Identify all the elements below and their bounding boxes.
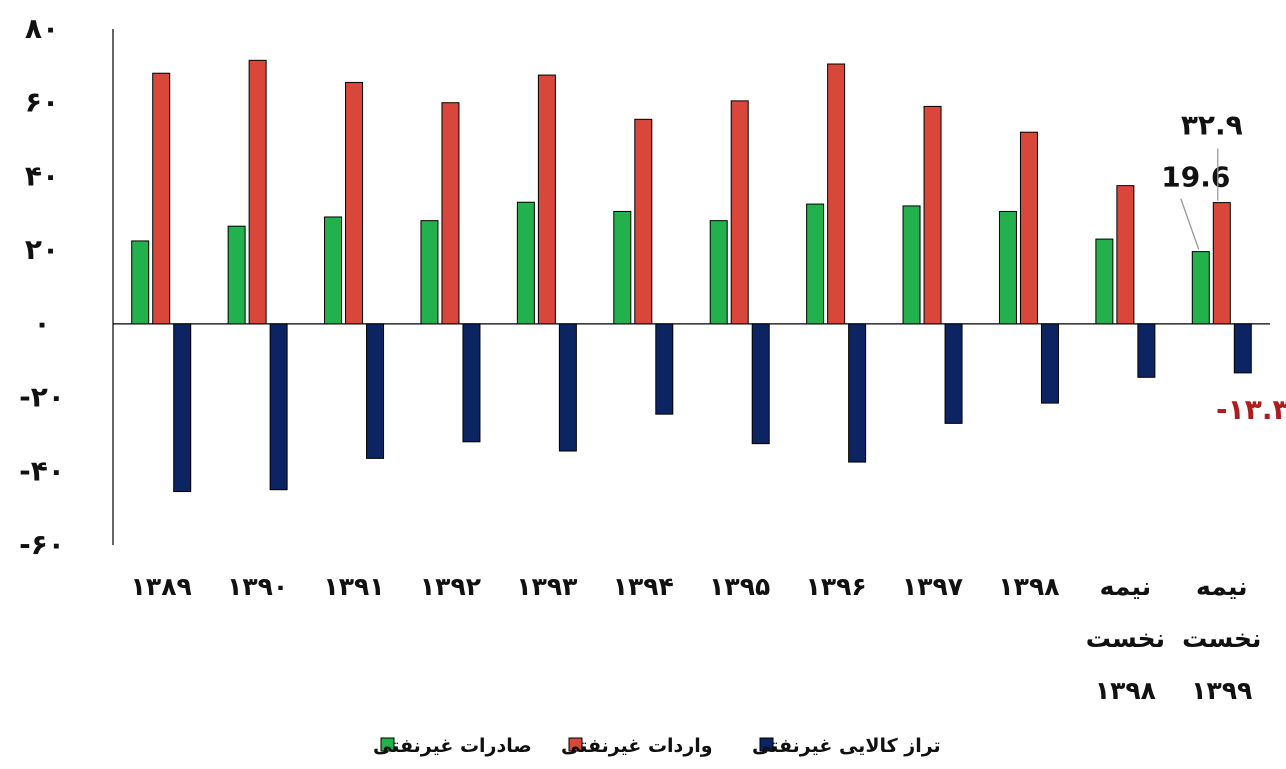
category-label: ۱۳۹۰ — [227, 572, 288, 601]
data-labels: 19.6 ۳۲.۹ -۱۳.۳ — [1161, 109, 1286, 426]
category-label: ۱۳۸۹ — [131, 572, 192, 601]
category-label: ۱۳۹۸ — [998, 572, 1059, 601]
category-label: ۱۳۹۳ — [516, 572, 577, 601]
bar-series-2-cat-0 — [173, 323, 192, 493]
category-label: ۱۳۹۸ — [1095, 676, 1156, 705]
bar-series-0-cat-3 — [420, 220, 439, 325]
bar-series-1-cat-2 — [345, 81, 364, 325]
bar-series-2-cat-1 — [269, 323, 288, 491]
bar-series-0-cat-4 — [516, 201, 535, 325]
bar-series-2-cat-7 — [848, 323, 867, 463]
bar-series-0-cat-11 — [1191, 251, 1210, 325]
bar-series-1-cat-11 — [1212, 202, 1231, 325]
y-tick-label: -۶۰ — [19, 528, 65, 561]
bar-series-1-cat-3 — [441, 102, 460, 325]
bar-series-1-cat-4 — [537, 74, 556, 325]
category-label: نخست — [1182, 624, 1261, 653]
category-label: ۱۳۹۷ — [902, 572, 963, 601]
bar-series-0-cat-6 — [709, 220, 728, 325]
category-label: نیمه — [1100, 572, 1152, 601]
bar-series-2-cat-9 — [1040, 323, 1059, 404]
bar-series-2-cat-10 — [1137, 323, 1156, 378]
bar-series-1-cat-7 — [827, 63, 846, 325]
bar-series-0-cat-7 — [806, 203, 825, 325]
category-label: ۱۳۹۵ — [709, 572, 770, 601]
bar-series-2-cat-3 — [462, 323, 481, 443]
category-label: ۱۳۹۹ — [1191, 676, 1252, 705]
bar-series-0-cat-8 — [902, 205, 921, 325]
y-tick-label: -۲۰ — [19, 381, 65, 414]
category-label: نیمه — [1196, 572, 1248, 601]
bar-series-2-cat-11 — [1233, 323, 1252, 374]
bar-series-0-cat-2 — [324, 216, 343, 325]
bar-series-2-cat-6 — [751, 323, 770, 445]
y-tick-label: ۸۰ — [25, 12, 59, 45]
category-label: ۱۳۹۲ — [420, 572, 481, 601]
bar-series-2-cat-8 — [944, 323, 963, 424]
y-axis: -۶۰ -۴۰ -۲۰ ۰ ۲۰ ۴۰ ۶۰ ۸۰ — [19, 12, 114, 561]
legend-swatch — [568, 737, 583, 752]
data-label: ۳۲.۹ — [1181, 109, 1243, 142]
data-label-leader-line — [1180, 198, 1200, 250]
data-label: -۱۳.۳ — [1216, 393, 1286, 426]
bar-series-0-cat-1 — [227, 225, 246, 325]
bar-series-0-cat-9 — [998, 210, 1017, 325]
bars — [131, 59, 1252, 493]
bar-series-0-cat-10 — [1095, 238, 1114, 325]
y-tick-label: ۲۰ — [25, 233, 59, 266]
y-tick-label: ۴۰ — [25, 159, 59, 192]
legend-label: واردات غیرنفتی — [561, 735, 713, 757]
bar-series-2-cat-5 — [655, 323, 674, 415]
category-labels: ۱۳۸۹ ۱۳۹۰ ۱۳۹۱ ۱۳۹۲ ۱۳۹۳ ۱۳۹۴ ۱۳۹۵ ۱۳۹۶ ۱۳۹۷ ۱۳۹۸… — [131, 572, 1262, 705]
y-tick-label: ۰ — [33, 307, 50, 340]
category-label: ۱۳۹۶ — [806, 572, 867, 601]
bar-series-1-cat-5 — [634, 118, 653, 325]
category-label: نخست — [1086, 624, 1165, 653]
y-tick-label: ۶۰ — [25, 86, 59, 119]
category-label: ۱۳۹۴ — [613, 572, 674, 601]
bar-series-1-cat-0 — [152, 72, 171, 325]
y-tick-label: -۴۰ — [19, 454, 65, 487]
bar-series-1-cat-6 — [730, 100, 749, 325]
legend: صادرات غیرنفتی واردات غیرنفتی تراز کالایی … — [373, 735, 941, 757]
bar-series-2-cat-4 — [558, 323, 577, 452]
data-label: 19.6 — [1161, 161, 1230, 194]
legend-swatch — [380, 737, 395, 752]
bar-series-1-cat-9 — [1019, 131, 1038, 325]
bar-series-2-cat-2 — [366, 323, 385, 459]
category-label: ۱۳۹۱ — [324, 572, 385, 601]
bar-series-1-cat-1 — [248, 59, 267, 325]
bar-series-0-cat-5 — [613, 210, 632, 325]
legend-label: صادرات غیرنفتی — [373, 735, 532, 757]
bar-series-0-cat-0 — [131, 240, 150, 325]
bar-series-1-cat-10 — [1116, 185, 1135, 325]
bar-series-1-cat-8 — [923, 105, 942, 325]
legend-swatch — [759, 737, 774, 752]
legend-label: تراز کالایی غیرنفتی — [752, 735, 941, 757]
